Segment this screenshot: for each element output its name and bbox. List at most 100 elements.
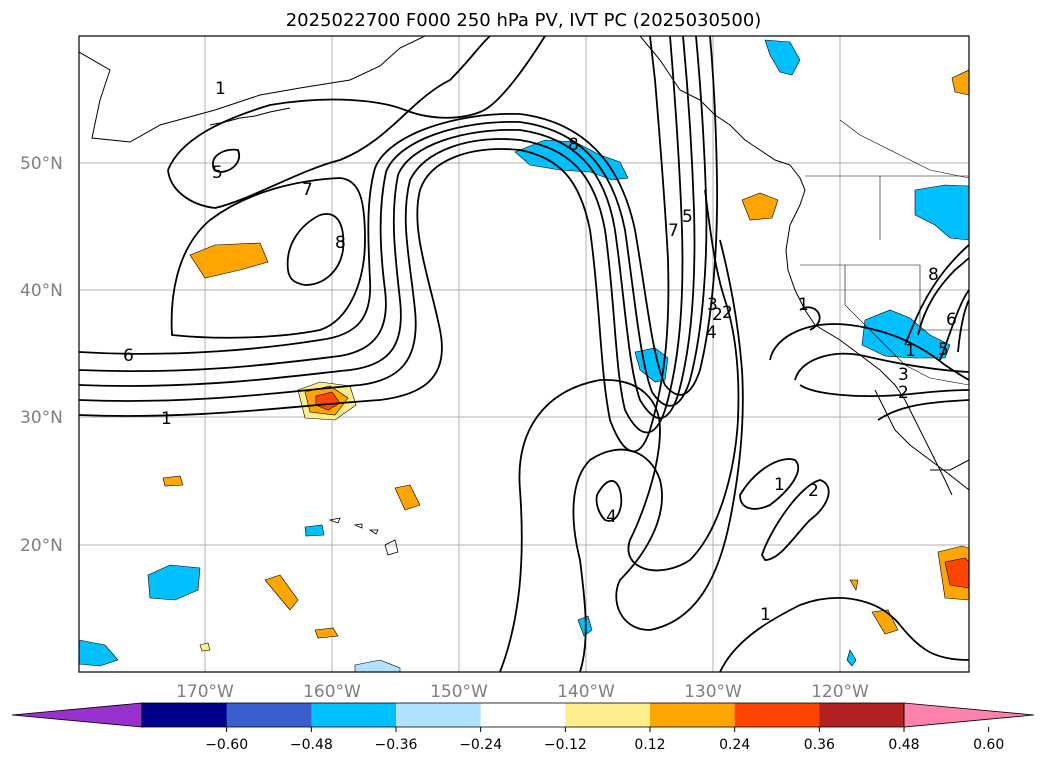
contour-line	[799, 306, 821, 331]
pv-positive-blob	[394, 484, 421, 511]
gridlines	[79, 36, 969, 672]
pv-positive-blob	[264, 574, 299, 611]
colorbar-tick-label: 0.24	[719, 737, 750, 753]
contour-line	[79, 36, 670, 453]
contour-label: 6	[946, 310, 957, 330]
pv-positive-blob	[741, 192, 779, 221]
pv-positive-blob	[189, 242, 269, 279]
contour-line	[739, 458, 800, 510]
contour-label: 4	[606, 507, 617, 527]
contour-label: 8	[928, 265, 939, 285]
pv-negative-blob	[914, 184, 969, 241]
lat-label: 20°N	[20, 536, 63, 556]
lon-label: 130°W	[684, 682, 742, 702]
contour-line	[212, 148, 240, 173]
contour-line	[939, 289, 969, 361]
contour-label: 1	[760, 605, 771, 625]
colorbar-tick-label: −0.12	[544, 737, 587, 753]
contour-line	[499, 189, 740, 672]
pv-negative-blob	[304, 524, 325, 537]
pv-negative-blob	[846, 649, 857, 667]
contour-line	[595, 480, 623, 522]
contour-label: 5	[938, 340, 949, 360]
contour-line	[572, 239, 744, 672]
contour-line	[917, 257, 969, 336]
hawaiian-islands	[328, 517, 399, 556]
pv-negative-blob	[147, 564, 201, 601]
contour-label: 2	[808, 481, 819, 501]
colorbar-segments	[11, 702, 1035, 728]
contour-line	[286, 213, 345, 286]
pv-positive-blob	[849, 579, 859, 591]
pv-anomaly-shading	[79, 39, 969, 672]
colorbar-tick-label: −0.60	[205, 737, 248, 753]
contour-label: 4	[706, 323, 717, 343]
lat-label: 50°N	[20, 154, 63, 174]
pv-positive-blob	[314, 627, 339, 639]
baja-coast	[874, 389, 969, 491]
contour-line	[799, 384, 969, 397]
pv-positive-blob	[951, 69, 969, 96]
contour-line	[79, 36, 719, 396]
contour-label: 8	[568, 135, 579, 155]
lon-label: 120°W	[811, 682, 869, 702]
contour-label: 5	[682, 207, 693, 227]
ivt-contours	[79, 36, 969, 672]
alaska-panhandle-coast	[639, 36, 806, 206]
pv-negative-blob	[861, 309, 951, 359]
colorbar-tick-label: 0.60	[973, 737, 1004, 753]
lon-label: 150°W	[430, 682, 488, 702]
contour-label: 5	[212, 163, 223, 183]
contour-label: 2	[898, 383, 909, 403]
pv-positive-blob	[162, 475, 184, 487]
contour-line	[719, 597, 969, 672]
us-state-borders	[800, 119, 969, 386]
contour-line	[877, 399, 969, 421]
map-area	[79, 36, 969, 672]
colorbar-outline	[141, 702, 905, 728]
colorbar-ticks: −0.60 −0.48 −0.36 −0.24 −0.12 0.12 0.24 0.36 0.4…	[205, 727, 1004, 753]
colorbar-segment	[226, 703, 312, 727]
contour-line	[170, 177, 366, 339]
contour-label: 1	[161, 409, 172, 429]
contour-line	[794, 352, 969, 381]
mexico-coast	[930, 459, 969, 471]
lat-label: 40°N	[20, 281, 63, 301]
colorbar: −0.60 −0.48 −0.36 −0.24 −0.12 0.12 0.24 0.36 0.4…	[11, 702, 1035, 753]
contour-label: 8	[335, 233, 346, 253]
map-border	[78, 35, 970, 673]
contour-line	[904, 244, 969, 346]
colorbar-tick-label: 0.36	[804, 737, 835, 753]
contour-line	[761, 479, 830, 561]
lon-label: 170°W	[176, 682, 234, 702]
colorbar-tick-label: 0.12	[634, 737, 665, 753]
lat-label: 30°N	[20, 408, 63, 428]
lon-label: 160°W	[303, 682, 361, 702]
map-title: 2025022700 F000 250 hPa PV, IVT PC (2025…	[285, 10, 762, 31]
contour-line	[79, 36, 684, 434]
contour-line	[79, 36, 696, 419]
colorbar-segment	[480, 703, 566, 727]
pv-positive-blob	[199, 642, 211, 652]
colorbar-tick-label: 0.48	[888, 737, 919, 753]
contour-line	[79, 36, 708, 407]
contour-line	[957, 299, 969, 353]
colorbar-tick-label: −0.48	[290, 737, 333, 753]
contour-label: 3	[898, 365, 909, 385]
contour-label: 2	[722, 303, 733, 323]
colorbar-tick-label: −0.36	[375, 737, 418, 753]
alaska-coast	[79, 36, 426, 143]
colorbar-segment	[565, 703, 651, 727]
contour-label: 1	[215, 79, 226, 99]
contour-label: 2	[712, 305, 723, 325]
contour-label: 7	[302, 180, 313, 200]
contour-label: 1	[905, 341, 916, 361]
latitude-labels: 50°N 40°N 30°N 20°N	[20, 154, 63, 556]
contour-labels: 1 5 7 8 6 1 8 5 7 3 2 4 1 2 4 1 2 1 8 6 …	[123, 79, 957, 625]
lon-label: 140°W	[557, 682, 615, 702]
colorbar-extend-min	[11, 702, 143, 728]
pv-negative-blob	[764, 39, 801, 76]
pv-positive-blob	[944, 557, 969, 589]
pv-negative-blob	[79, 639, 119, 667]
